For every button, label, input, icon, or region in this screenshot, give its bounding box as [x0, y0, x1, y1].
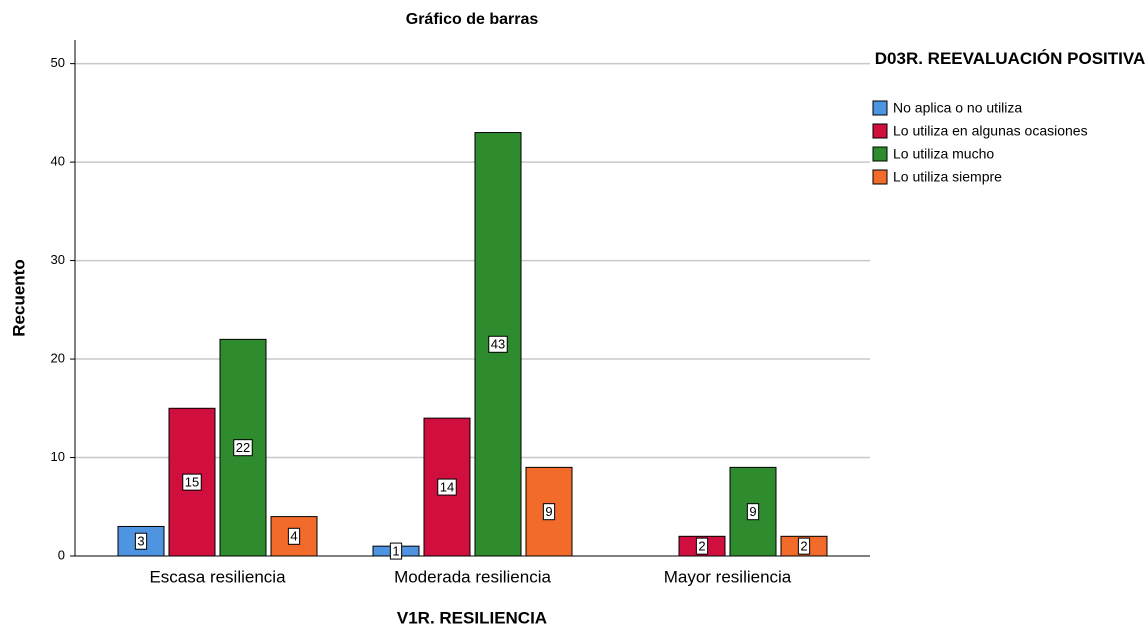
value-label-box [437, 478, 457, 496]
legend-swatch [872, 123, 888, 139]
y-tick-label: 50 [51, 55, 65, 70]
value-label-box [695, 537, 709, 555]
value-label: 2 [800, 539, 807, 554]
value-label: 3 [137, 534, 144, 549]
value-label-box [797, 537, 811, 555]
value-label-box [389, 542, 403, 560]
value-label-box [542, 503, 556, 521]
value-label-box [233, 439, 253, 457]
x-axis-label: V1R. RESILIENCIA [397, 608, 547, 627]
value-label: 9 [545, 504, 552, 519]
legend-title: D03R. REEVALUACIÓN POSITIVA [874, 49, 1146, 68]
y-tick-label: 30 [51, 252, 65, 267]
y-tick-label: 40 [51, 154, 65, 169]
legend-swatch [872, 146, 888, 162]
value-label-box [182, 473, 202, 491]
legend-label: Lo utiliza siempre [893, 169, 1002, 185]
chart-title: Gráfico de barras [406, 11, 539, 28]
value-label-box [287, 527, 301, 545]
y-tick-label: 10 [51, 449, 65, 464]
value-label: 15 [185, 475, 199, 490]
x-tick-label: Moderada resiliencia [394, 567, 551, 586]
legend-label: Lo utiliza en algunas ocasiones [893, 123, 1088, 139]
value-label: 22 [236, 440, 250, 455]
legend-label: No aplica o no utiliza [893, 100, 1022, 116]
value-label: 14 [440, 480, 454, 495]
value-label-box [746, 503, 760, 521]
value-label: 4 [290, 529, 297, 544]
x-tick-label: Mayor resiliencia [664, 567, 792, 586]
value-label-box [488, 335, 508, 353]
x-tick-label: Escasa resiliencia [149, 567, 286, 586]
legend-swatch [872, 100, 888, 116]
y-tick-label: 20 [51, 350, 65, 365]
value-label-box [134, 532, 148, 550]
y-tick-label: 0 [58, 547, 65, 562]
legend-swatch [872, 169, 888, 185]
value-label: 1 [392, 544, 399, 559]
value-label: 2 [698, 539, 705, 554]
legend-label: Lo utiliza mucho [893, 146, 994, 162]
value-label: 43 [491, 337, 505, 352]
y-axis-label: Recuento [9, 259, 28, 336]
value-label: 9 [749, 504, 756, 519]
